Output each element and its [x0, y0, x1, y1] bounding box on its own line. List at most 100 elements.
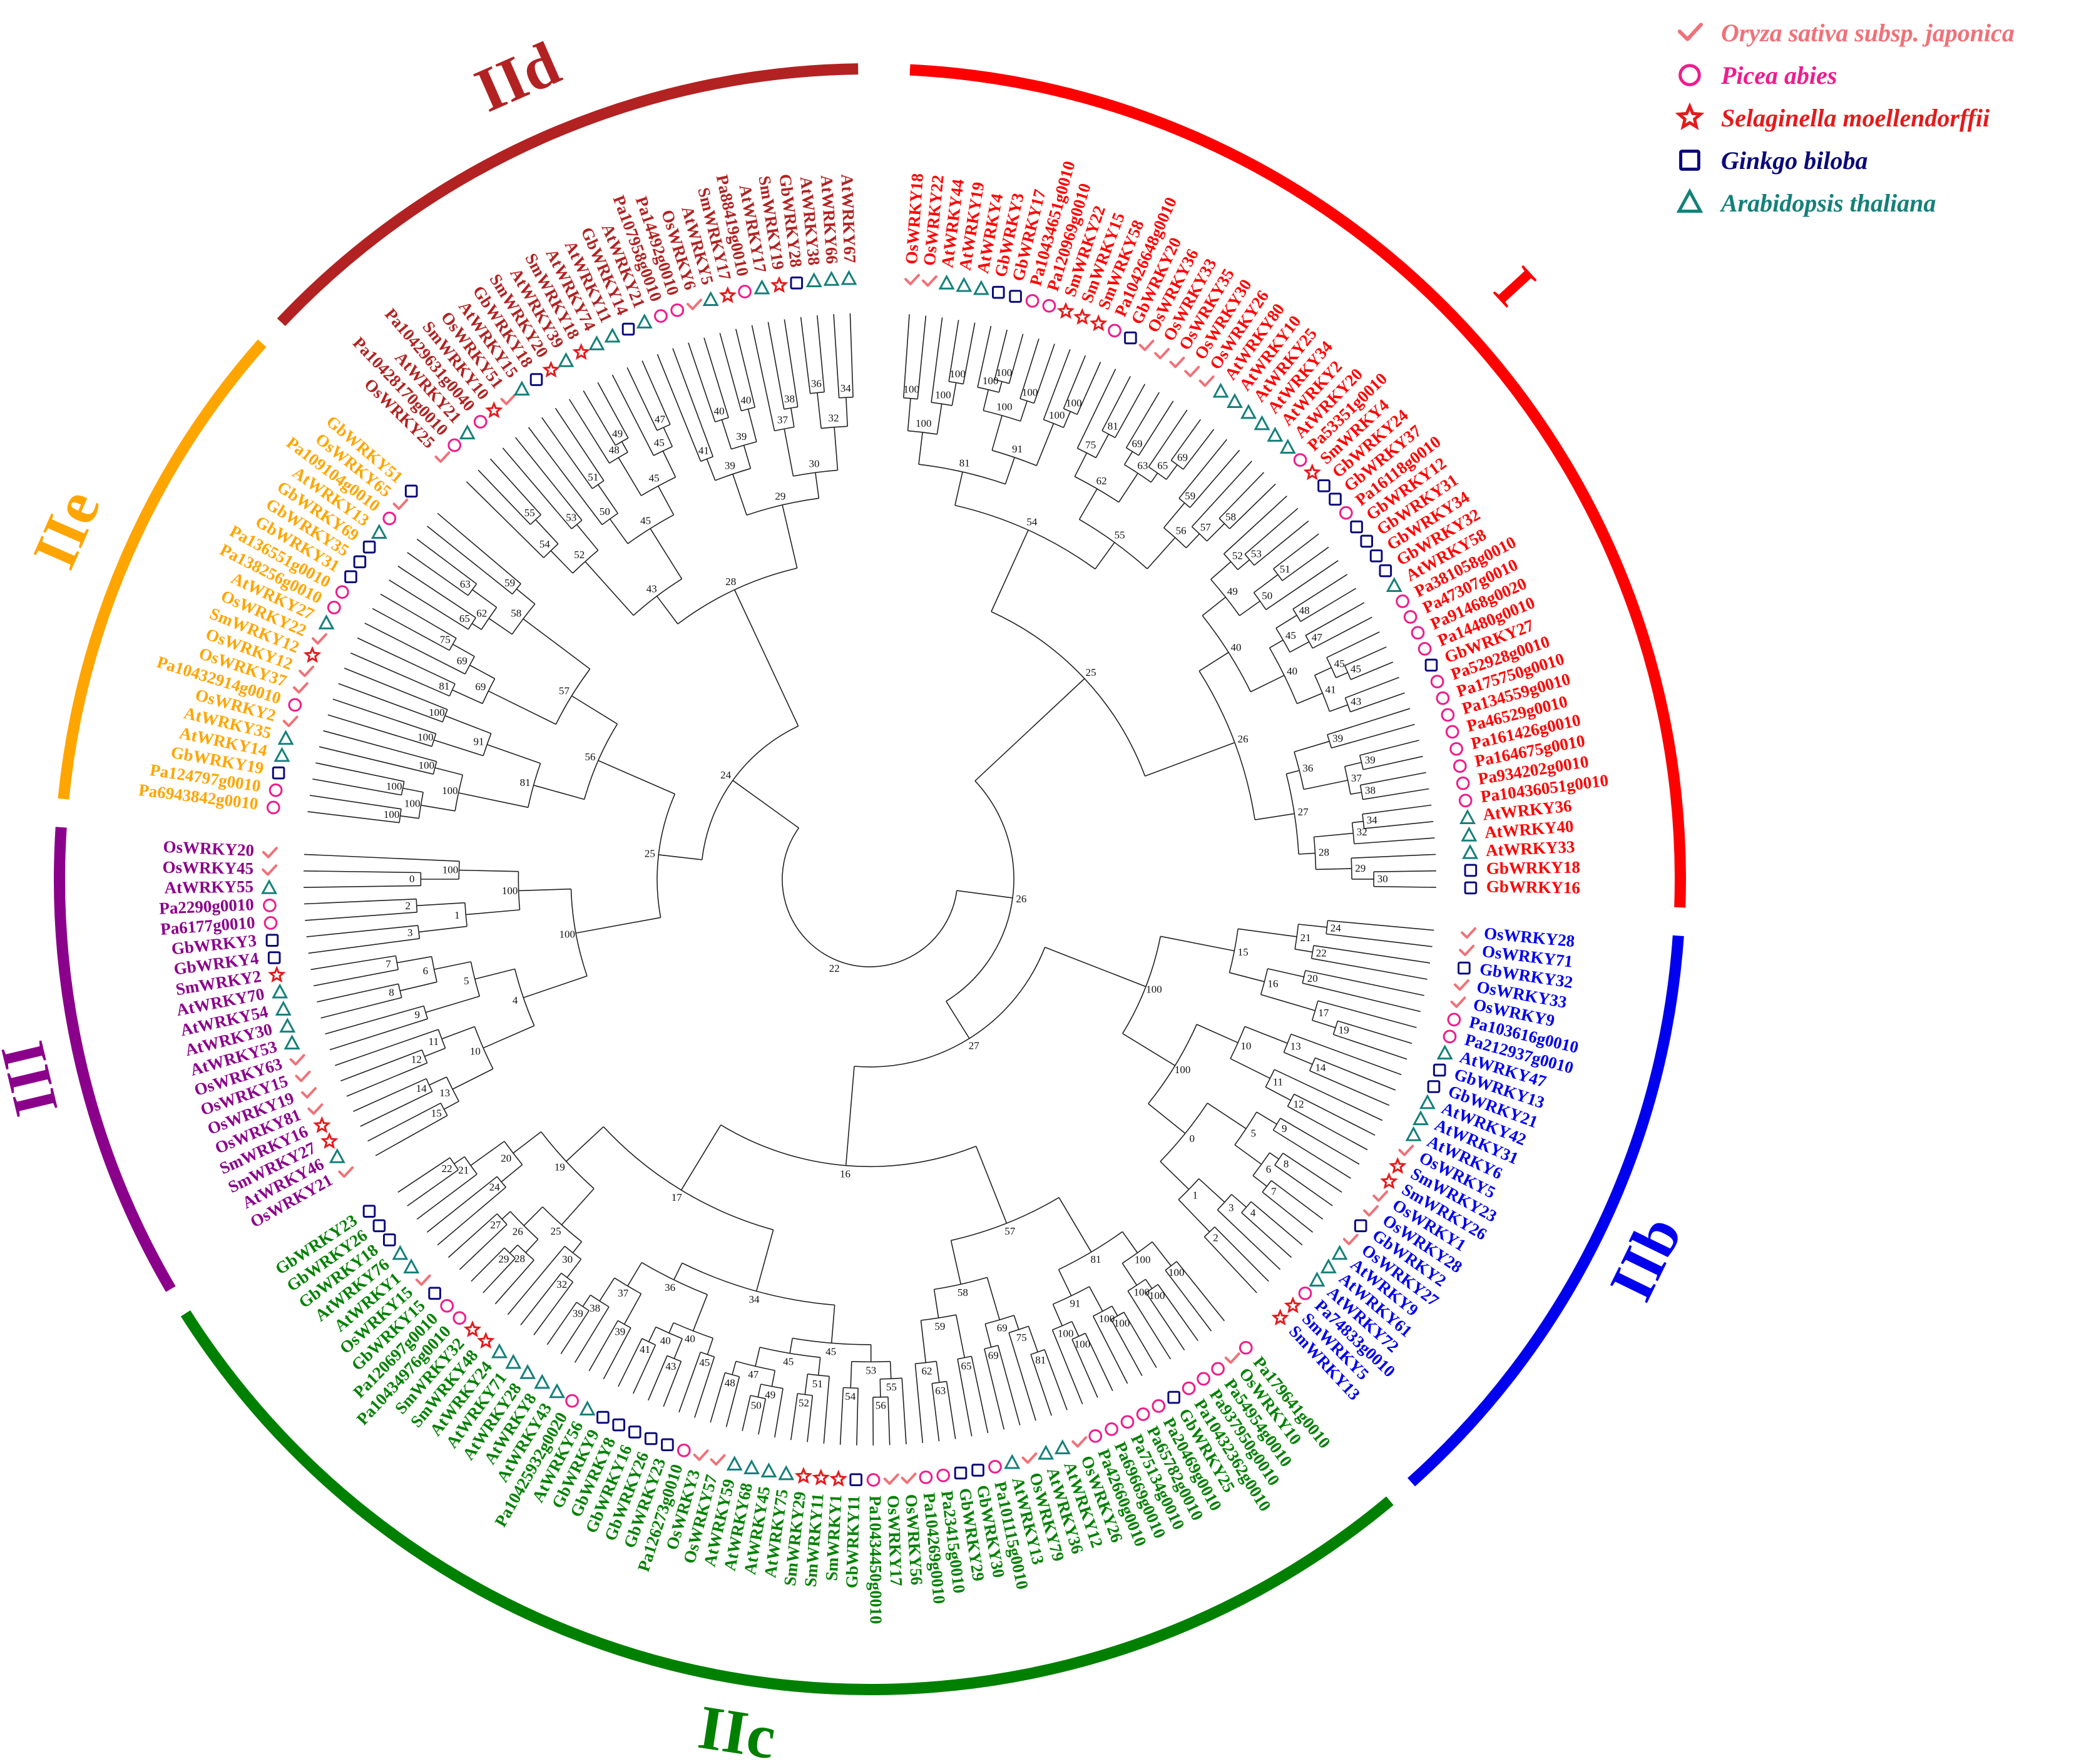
- branch: [1145, 1278, 1153, 1289]
- support-value: 100: [1058, 1328, 1074, 1340]
- branch-arc: [1230, 1026, 1245, 1059]
- branch: [304, 870, 421, 874]
- branch: [1265, 560, 1339, 610]
- support-value: 100: [1135, 1254, 1151, 1266]
- square-marker-icon: [849, 1473, 862, 1486]
- branch: [1095, 434, 1110, 458]
- branch: [1019, 338, 1039, 399]
- circle-marker-icon: [1436, 691, 1450, 705]
- branch: [1312, 616, 1372, 649]
- branch: [335, 1029, 439, 1066]
- branch: [554, 407, 605, 481]
- branch: [1030, 1354, 1052, 1416]
- branch: [656, 596, 678, 625]
- support-value: 100: [1099, 1313, 1115, 1325]
- branch: [1148, 1103, 1186, 1134]
- circle-marker-icon: [738, 285, 752, 298]
- square-marker-icon: [267, 951, 281, 964]
- branch: [323, 730, 437, 762]
- triangle-marker-icon: [760, 1462, 777, 1478]
- support-value: 5: [464, 975, 469, 987]
- branch: [471, 1247, 505, 1282]
- star-marker-icon: [303, 646, 322, 663]
- support-value: 41: [698, 444, 709, 456]
- square-marker-icon: [596, 1410, 610, 1424]
- branch: [452, 643, 475, 657]
- support-value: 100: [502, 885, 518, 897]
- branch: [407, 1169, 459, 1206]
- branch: [998, 381, 1003, 393]
- triangle-marker-icon: [272, 983, 289, 999]
- branch-arc: [1325, 920, 1329, 934]
- support-value: 100: [983, 375, 999, 387]
- branch: [1160, 936, 1235, 952]
- branch: [576, 524, 599, 551]
- branch: [1183, 429, 1215, 470]
- branch: [1088, 1286, 1103, 1312]
- branch: [950, 1240, 962, 1285]
- triangle-marker-icon: [973, 280, 989, 295]
- triangle-marker-icon: [1412, 1110, 1429, 1126]
- branch: [1363, 755, 1423, 770]
- branch-arc: [641, 1262, 708, 1295]
- support-value: 45: [1285, 630, 1296, 641]
- branch: [1122, 1033, 1176, 1066]
- branch: [427, 526, 513, 595]
- star-marker-icon: [313, 1116, 331, 1133]
- check-marker-icon: [904, 273, 920, 285]
- clade-label-iib: IIb: [1596, 1205, 1695, 1311]
- check-marker-icon: [901, 1472, 917, 1484]
- check-marker-icon: [307, 1103, 324, 1115]
- branch: [850, 1361, 852, 1389]
- support-value: 65: [459, 613, 470, 625]
- branch-arc: [1272, 1118, 1281, 1131]
- circle-marker-icon: [1430, 675, 1444, 689]
- support-value: 1: [454, 909, 460, 921]
- branch: [1145, 742, 1235, 777]
- branch: [1314, 667, 1332, 676]
- branch: [997, 1345, 1021, 1425]
- support-value: 49: [612, 428, 623, 440]
- branch: [1019, 400, 1028, 422]
- support-value: 11: [1273, 1076, 1283, 1088]
- branch: [421, 805, 456, 812]
- branch-arc: [1124, 464, 1152, 483]
- branch: [1294, 740, 1330, 753]
- support-value: 100: [429, 706, 445, 718]
- support-value: 37: [777, 414, 789, 426]
- branch-arc: [592, 480, 605, 489]
- branch: [1138, 400, 1174, 456]
- circle-marker-icon: [1339, 506, 1353, 520]
- check-marker-icon: [292, 682, 309, 694]
- branch-arc: [467, 617, 476, 630]
- branch: [1287, 1106, 1368, 1151]
- branch: [648, 1355, 668, 1401]
- support-value: 39: [1365, 754, 1376, 766]
- support-value: 2: [1213, 1232, 1218, 1244]
- branch: [434, 767, 463, 776]
- branch: [1076, 362, 1101, 415]
- branch-arc: [571, 519, 583, 529]
- branch: [1043, 349, 1071, 420]
- branch-arc: [423, 1006, 429, 1019]
- branch: [1280, 1118, 1360, 1165]
- triangle-marker-icon: [743, 1459, 760, 1474]
- branch-arc: [1071, 1332, 1086, 1340]
- branch: [733, 589, 799, 727]
- branch: [1237, 559, 1250, 571]
- branch: [1207, 523, 1225, 542]
- branch: [1286, 770, 1300, 775]
- branch: [1362, 788, 1429, 800]
- branch: [344, 668, 448, 710]
- branch-arc: [700, 456, 713, 462]
- circle-marker-icon: [1182, 1381, 1196, 1395]
- square-marker-icon: [644, 1432, 658, 1445]
- support-value: 38: [1365, 785, 1376, 797]
- triangle-marker-icon: [1462, 844, 1479, 859]
- branch: [1147, 537, 1176, 569]
- branch: [1260, 994, 1315, 1011]
- square-marker-icon: [529, 373, 543, 386]
- star-marker-icon: [1303, 463, 1322, 481]
- branch: [1262, 1191, 1314, 1233]
- branch: [1252, 1175, 1267, 1187]
